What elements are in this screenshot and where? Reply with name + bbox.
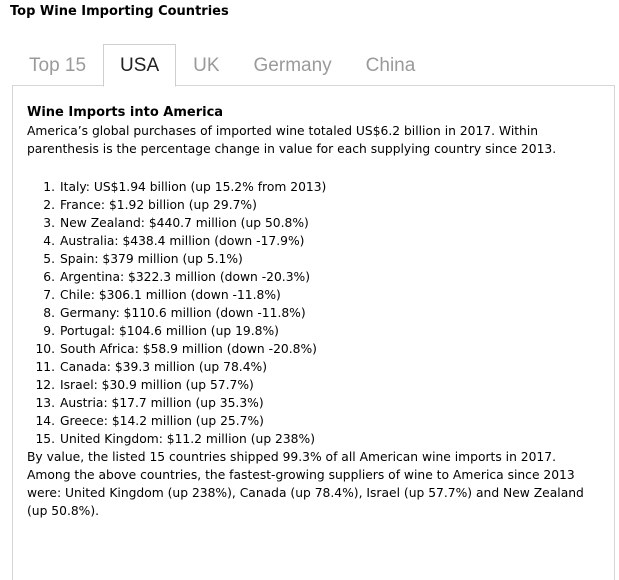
widget-title: Top Wine Importing Countries xyxy=(10,4,229,19)
list-item: 5. Spain: $379 million (up 5.1%) xyxy=(27,250,607,268)
list-item-text: Portugal: $104.6 million (up 19.8%) xyxy=(60,324,279,338)
list-item-text: Australia: $438.4 million (down -17.9%) xyxy=(60,234,305,248)
list-item: 13. Austria: $17.7 million (up 35.3%) xyxy=(27,394,607,412)
list-item-number: 15. xyxy=(35,432,55,446)
list-item-text: Spain: $379 million (up 5.1%) xyxy=(60,252,243,266)
list-item-number: 12. xyxy=(35,378,55,392)
list-item: 1. Italy: US$1.94 billion (up 15.2% from … xyxy=(27,178,607,196)
panel-summary: By value, the listed 15 countries shippe… xyxy=(27,450,556,464)
list-item: 2. France: $1.92 billion (up 29.7%) xyxy=(27,196,607,214)
list-item: 10. South Africa: $58.9 million (down -20… xyxy=(27,340,607,358)
list-item-number: 6. xyxy=(43,270,55,284)
list-item-text: Canada: $39.3 million (up 78.4%) xyxy=(60,360,267,374)
list-item-text: Germany: $110.6 million (down -11.8%) xyxy=(60,306,306,320)
list-item-number: 13. xyxy=(35,396,55,410)
list-item-text: Austria: $17.7 million (up 35.3%) xyxy=(60,396,264,410)
list-item-number: 10. xyxy=(35,342,55,356)
list-item: 15. United Kingdom: $11.2 million (up 238… xyxy=(27,430,607,448)
list-item: 12. Israel: $30.9 million (up 57.7%) xyxy=(27,376,607,394)
panel-intro: America’s global purchases of imported w… xyxy=(27,124,557,156)
list-item-text: South Africa: $58.9 million (down -20.8%… xyxy=(60,342,317,356)
panel-growth-note: Among the above countries, the fastest-g… xyxy=(27,468,584,518)
panel-content: Wine Imports into America America’s glob… xyxy=(27,104,607,520)
tab-panel xyxy=(12,85,615,580)
country-list: 1. Italy: US$1.94 billion (up 15.2% from … xyxy=(27,178,607,448)
tab-bar: Top 15 USA UK Germany China xyxy=(12,44,432,87)
list-item-number: 3. xyxy=(43,216,55,230)
panel-heading: Wine Imports into America xyxy=(27,105,224,120)
list-item: 3. New Zealand: $440.7 million (up 50.8%) xyxy=(27,214,607,232)
list-item-number: 7. xyxy=(43,288,55,302)
list-item-text: Greece: $14.2 million (up 25.7%) xyxy=(60,414,264,428)
list-item: 9. Portugal: $104.6 million (up 19.8%) xyxy=(27,322,607,340)
tab-top-15[interactable]: Top 15 xyxy=(29,54,87,76)
list-item-number: 2. xyxy=(43,198,55,212)
list-item-text: Chile: $306.1 million (down -11.8%) xyxy=(60,288,281,302)
list-item-text: Italy: US$1.94 billion (up 15.2% from 20… xyxy=(60,180,327,194)
list-item-text: Argentina: $322.3 million (down -20.3%) xyxy=(60,270,311,284)
tab-usa[interactable]: USA xyxy=(103,44,177,87)
list-item-number: 1. xyxy=(43,180,55,194)
list-item: 6. Argentina: $322.3 million (down -20.3%… xyxy=(27,268,607,286)
list-item-text: United Kingdom: $11.2 million (up 238%) xyxy=(60,432,315,446)
list-item: 4. Australia: $438.4 million (down -17.9%… xyxy=(27,232,607,250)
list-item-number: 14. xyxy=(35,414,55,428)
list-item-text: France: $1.92 billion (up 29.7%) xyxy=(60,198,257,212)
list-item-text: Israel: $30.9 million (up 57.7%) xyxy=(60,378,254,392)
tab-china[interactable]: China xyxy=(365,54,416,76)
list-item: 11. Canada: $39.3 million (up 78.4%) xyxy=(27,358,607,376)
list-item-number: 8. xyxy=(43,306,55,320)
list-item-number: 4. xyxy=(43,234,55,248)
tab-uk[interactable]: UK xyxy=(193,54,220,76)
list-item: 7. Chile: $306.1 million (down -11.8%) xyxy=(27,286,607,304)
list-item-number: 9. xyxy=(43,324,55,338)
list-item-text: New Zealand: $440.7 million (up 50.8%) xyxy=(60,216,309,230)
list-item: 8. Germany: $110.6 million (down -11.8%) xyxy=(27,304,607,322)
tab-germany[interactable]: Germany xyxy=(253,54,332,76)
list-item-number: 11. xyxy=(35,360,55,374)
list-item-number: 5. xyxy=(43,252,55,266)
list-item: 14. Greece: $14.2 million (up 25.7%) xyxy=(27,412,607,430)
